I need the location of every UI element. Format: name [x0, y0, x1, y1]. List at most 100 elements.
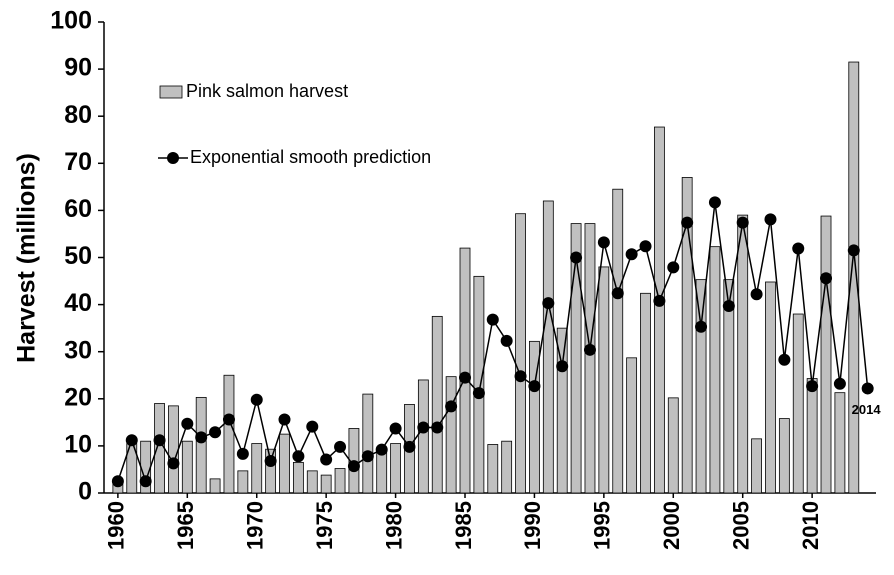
bar — [473, 275, 485, 494]
line-point — [278, 413, 291, 426]
line-point — [431, 421, 444, 434]
line-point — [347, 460, 360, 473]
y-tick-label: 50 — [64, 242, 92, 270]
line-point — [334, 440, 347, 453]
x-tick-label: 1995 — [590, 501, 615, 550]
line-point — [792, 242, 805, 255]
bar — [223, 374, 235, 494]
line-point — [153, 434, 166, 447]
line-point — [597, 236, 610, 249]
line-point — [459, 371, 472, 384]
line-point — [139, 475, 152, 488]
line-point — [695, 320, 708, 333]
bar — [570, 223, 582, 494]
legend-label: Exponential smooth prediction — [190, 147, 431, 167]
legend-swatch — [167, 152, 179, 164]
line-point — [667, 261, 680, 274]
line-point — [653, 294, 666, 307]
bar — [695, 279, 707, 494]
bar — [320, 474, 332, 494]
bar — [820, 215, 832, 494]
bar — [501, 440, 513, 494]
line-point — [514, 370, 527, 383]
line-point — [639, 240, 652, 253]
line-point — [820, 272, 833, 285]
line-point — [167, 457, 180, 470]
x-tick-label: 2005 — [729, 501, 754, 550]
line-point — [570, 251, 583, 264]
bar — [640, 292, 651, 494]
x-tick-label: 2000 — [659, 501, 684, 550]
bar — [459, 247, 471, 494]
bar — [279, 433, 290, 494]
line-point — [736, 216, 749, 229]
y-tick-label: 70 — [64, 148, 92, 176]
x-tick-label: 1965 — [173, 501, 198, 550]
line-point — [181, 417, 194, 430]
y-tick-label: 80 — [64, 101, 92, 129]
bar — [653, 126, 665, 494]
y-tick-label: 60 — [64, 195, 92, 223]
bar — [237, 470, 249, 494]
line-point — [611, 287, 624, 300]
bar — [681, 177, 693, 494]
line-point — [306, 420, 319, 433]
y-tick-label: 20 — [64, 383, 92, 411]
line-point — [625, 248, 638, 261]
line-point — [708, 196, 721, 209]
line-point — [722, 300, 735, 313]
line-point — [486, 313, 499, 326]
line-point — [292, 450, 305, 463]
bar — [168, 405, 179, 494]
line-point — [111, 475, 124, 488]
x-tick-label: 1975 — [312, 501, 337, 550]
bar — [542, 200, 554, 494]
line-point — [833, 377, 846, 390]
bar — [792, 313, 804, 494]
line-point — [375, 443, 388, 456]
legend-label: Pink salmon harvest — [186, 81, 348, 101]
line-point — [222, 413, 235, 426]
line-point — [500, 334, 513, 347]
y-tick-label: 90 — [64, 54, 92, 82]
bar — [529, 340, 540, 494]
line-point — [209, 426, 222, 439]
x-tick-label: 1960 — [104, 501, 129, 550]
y-axis-title: Harvest (millions) — [13, 153, 41, 363]
line-point — [778, 353, 791, 366]
y-tick-label: 10 — [64, 431, 92, 459]
bar — [765, 281, 776, 494]
bar — [334, 468, 346, 494]
legend-swatch — [159, 85, 183, 99]
bar — [209, 478, 221, 494]
line-point — [445, 400, 458, 413]
bar — [306, 470, 318, 494]
line-point — [542, 297, 555, 310]
bar — [751, 438, 762, 494]
bar — [362, 393, 374, 494]
bar — [834, 392, 846, 494]
y-tick-label: 40 — [64, 289, 92, 317]
bar — [390, 443, 401, 494]
bar — [376, 450, 388, 494]
bar — [515, 213, 526, 494]
line-point — [861, 382, 874, 395]
line-point — [125, 434, 138, 447]
bar — [598, 266, 610, 494]
bar — [584, 223, 596, 494]
line-point — [250, 393, 263, 406]
bar — [292, 461, 304, 494]
bar — [556, 327, 568, 494]
bar — [251, 443, 263, 494]
bar — [667, 397, 679, 494]
bar — [265, 448, 277, 494]
bar — [445, 376, 457, 494]
bar — [181, 440, 193, 494]
bar — [626, 357, 638, 494]
line-point — [847, 244, 860, 257]
line-point — [417, 421, 430, 434]
bar — [737, 214, 749, 494]
x-tick-label: 1970 — [243, 501, 268, 550]
line-point — [528, 380, 541, 393]
